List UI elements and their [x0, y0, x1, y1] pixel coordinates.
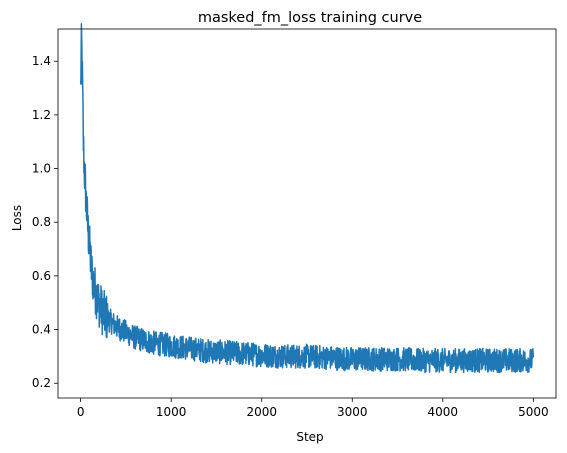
x-tick-label: 1000 [156, 405, 187, 419]
y-tick-label: 1.0 [32, 162, 51, 176]
axes: 0 1000 2000 3000 4000 5000 0.2 0.4 0.6 0.8 1.0 1.2 1… [32, 28, 557, 419]
y-tick-label: 1.2 [32, 108, 51, 122]
x-tick-label: 3000 [337, 405, 368, 419]
plot-frame [57, 28, 557, 399]
y-tick-label: 1.4 [32, 54, 51, 68]
y-tick-label: 0.2 [32, 376, 51, 390]
x-tick-label: 0 [77, 405, 85, 419]
x-tick-label: 5000 [518, 405, 549, 419]
y-tick-label: 0.8 [32, 215, 51, 229]
plot-area [79, 23, 535, 374]
x-tick-label: 2000 [246, 405, 277, 419]
y-tick-label: 0.4 [32, 323, 51, 337]
loss-series-line [79, 23, 535, 374]
x-axis-label: Step [296, 430, 323, 444]
chart-title: masked_fm_loss training curve [198, 10, 422, 26]
y-tick-label: 0.6 [32, 269, 51, 283]
x-tick-label: 4000 [428, 405, 459, 419]
y-axis-label: Loss [10, 205, 24, 231]
